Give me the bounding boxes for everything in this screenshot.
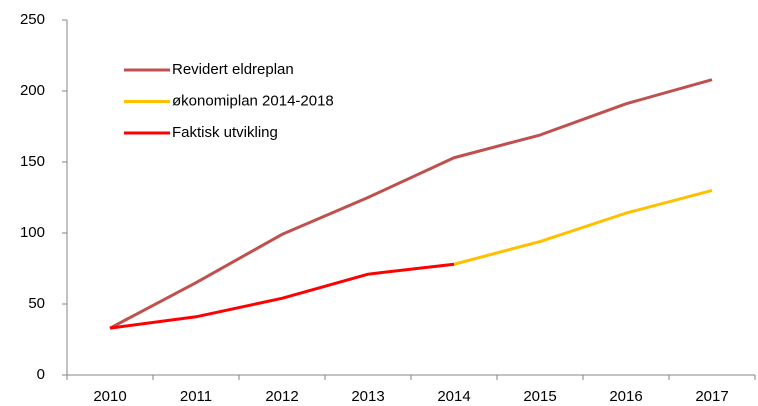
x-tick-label: 2010 xyxy=(93,388,126,405)
x-tick-label: 2011 xyxy=(180,388,212,405)
y-tick-label: 200 xyxy=(20,82,45,99)
x-tick-label: 2012 xyxy=(265,388,298,405)
y-tick-label: 50 xyxy=(28,295,45,312)
legend-label: Faktisk utvikling xyxy=(172,124,278,141)
y-tick-label: 250 xyxy=(20,11,45,28)
legend-label: Revidert eldreplan xyxy=(172,61,294,78)
y-tick-label: 0 xyxy=(37,366,45,383)
series-line xyxy=(109,78,713,330)
series-line xyxy=(453,188,713,266)
x-tick-label: 2015 xyxy=(523,388,556,405)
x-tick-label: 2016 xyxy=(609,388,642,405)
y-tick-label: 100 xyxy=(20,224,45,241)
series-line xyxy=(109,262,455,330)
x-tick-label: 2013 xyxy=(351,388,384,405)
x-tick-label: 2017 xyxy=(695,388,728,405)
y-tick-label: 150 xyxy=(20,153,45,170)
legend-label: økonomiplan 2014-2018 xyxy=(172,92,334,109)
x-tick-label: 2014 xyxy=(437,388,470,405)
